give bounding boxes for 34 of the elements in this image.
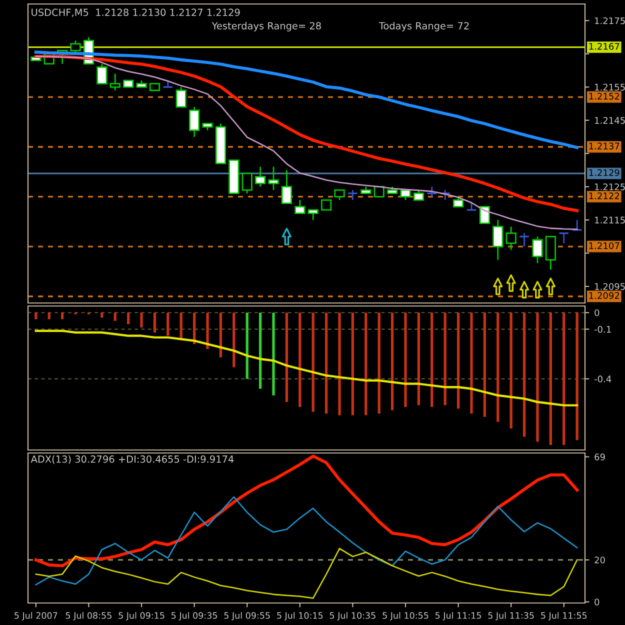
- y-tick-label: 1.2155: [595, 84, 625, 91]
- x-tick-label: 5 Jul 09:15: [118, 612, 164, 620]
- x-tick-label: 5 Jul 11:55: [541, 612, 587, 620]
- chart-title: USDCHF,M5 1.2128 1.2130 1.2127 1.2129: [32, 8, 240, 18]
- annotation: Yesterdays Range= 28: [212, 22, 321, 32]
- y-tick-label: 1.2095: [595, 283, 625, 290]
- x-tick-label: 5 Jul 10:55: [382, 612, 428, 620]
- x-tick-label: 5 Jul 11:35: [488, 612, 534, 620]
- y-tick-label: 0: [594, 598, 600, 606]
- x-tick-label: 5 Jul 08:55: [66, 612, 112, 620]
- annotation: Todays Range= 72: [378, 22, 469, 32]
- y-tick-label: 1.2125: [595, 183, 625, 190]
- y-tick-label: 20: [594, 556, 605, 564]
- ref-line-label: 1.2129: [589, 169, 620, 176]
- x-tick-label: 5 Jul 10:35: [330, 612, 376, 620]
- x-tick-label: 5 Jul 11:15: [436, 612, 481, 620]
- ref-line-label: 1.2137: [589, 142, 620, 150]
- ref-line-label: 1.2092: [589, 292, 620, 299]
- y-tick-label: 69: [594, 454, 605, 460]
- y-tick-label: 1.2145: [595, 117, 625, 124]
- x-tick-label: 5 Jul 09:55: [224, 612, 270, 620]
- ref-line-label: 1.2107: [589, 242, 620, 250]
- y-tick-label: -0.4: [594, 376, 612, 382]
- ref-line-label: 1.2152: [589, 92, 620, 100]
- y-tick-label: -0.1: [594, 326, 611, 333]
- x-tick-label: 5 Jul 09:35: [172, 612, 217, 620]
- y-tick-label: 1.2175: [595, 17, 625, 24]
- chart-title: ADX(13) 30.2796 +DI:30.4655 -DI:9.9174: [30, 455, 234, 464]
- y-tick-label: 1.2115: [595, 216, 625, 224]
- y-tick-label: 0: [594, 309, 600, 316]
- x-tick-label: 5 Jul 10:15: [277, 612, 323, 620]
- x-tick-label: 5 Jul 2007: [14, 612, 58, 620]
- ref-line-label: 1.2122: [589, 192, 620, 200]
- ref-line-label: 1.2167: [589, 42, 620, 50]
